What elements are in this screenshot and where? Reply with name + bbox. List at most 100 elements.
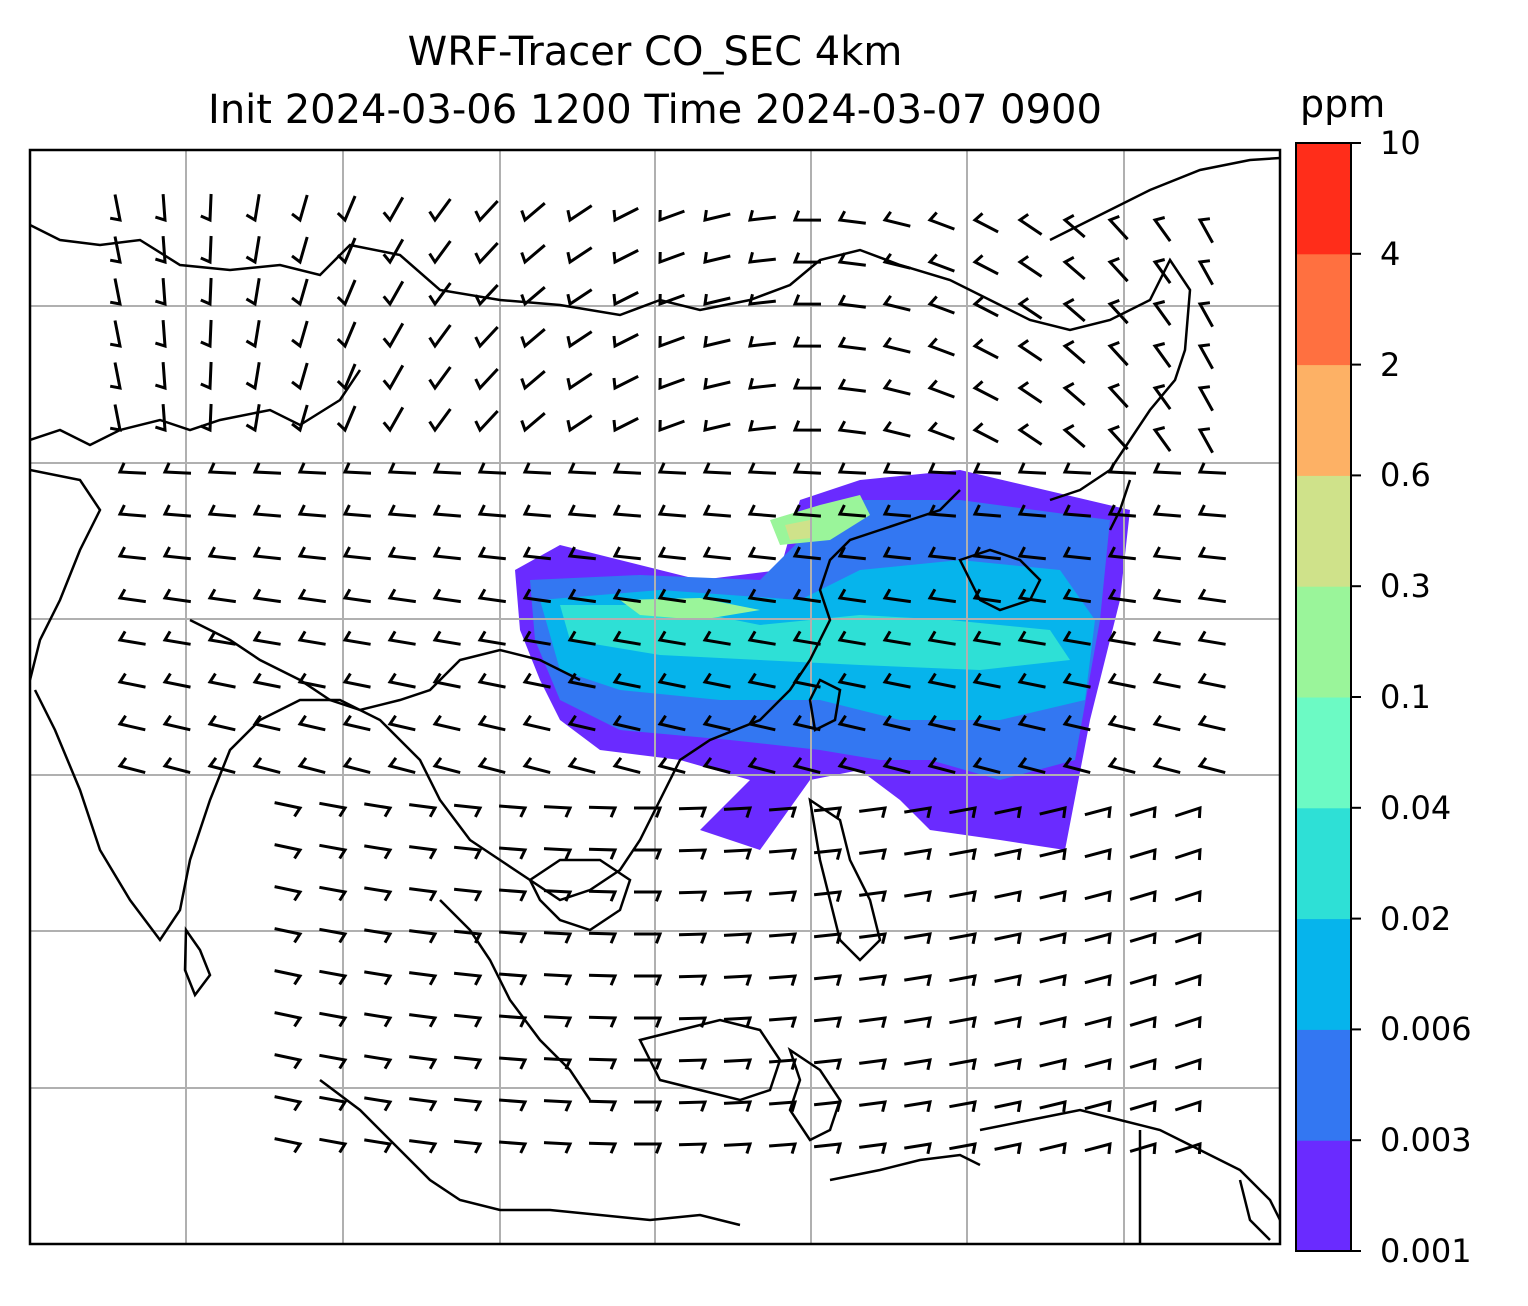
wind-barb: [252, 714, 281, 732]
wind-barb: [291, 362, 309, 391]
wind-barb: [409, 887, 438, 902]
wind-barb: [522, 588, 552, 604]
wind-barb: [927, 462, 957, 475]
wind-barb: [1152, 630, 1181, 646]
wind-barb: [1197, 462, 1227, 475]
wind-barb: [432, 714, 461, 732]
wind-barb: [162, 672, 191, 689]
wind-barb: [949, 974, 977, 987]
wind-barb: [109, 362, 122, 390]
map-title-line1: WRF-Tracer CO_SEC 4km: [407, 29, 903, 75]
wind-barb: [274, 843, 303, 860]
wind-barb: [567, 672, 596, 689]
wind-barb: [634, 932, 663, 944]
wind-barb: [723, 1016, 753, 1028]
wind-barb: [336, 321, 357, 349]
wind-barb: [882, 588, 912, 604]
wind-barb: [882, 630, 911, 646]
wind-barb: [813, 806, 843, 818]
wind-barb: [1062, 381, 1086, 407]
wind-barb: [859, 1142, 887, 1155]
wind-barb: [1107, 504, 1137, 518]
wind-barb: [949, 932, 977, 945]
wind-barb: [477, 504, 507, 518]
wind-barb: [612, 714, 641, 732]
wind-barb: [703, 419, 731, 432]
wind-barb: [498, 972, 528, 986]
wind-barb: [792, 252, 822, 264]
wind-barb: [1129, 1015, 1157, 1029]
wind-barb: [567, 504, 597, 518]
wind-barb: [1152, 342, 1172, 368]
wind-barb: [1039, 932, 1067, 945]
wind-barb: [117, 588, 147, 604]
wind-barb: [297, 757, 326, 775]
wind-barb: [723, 974, 753, 986]
wind-barb: [207, 504, 237, 518]
wind-barb: [498, 1056, 528, 1070]
wind-barb: [859, 1100, 887, 1113]
wind-barb: [747, 757, 776, 775]
wind-barb: [1129, 805, 1157, 819]
wind-barb: [588, 847, 618, 860]
colorbar-tick-label: 0.3: [1380, 567, 1431, 606]
wind-barb: [859, 848, 887, 861]
wind-barb: [792, 462, 822, 475]
wind-barb: [207, 714, 236, 732]
wind-barb: [522, 504, 552, 518]
wind-barb: [813, 1142, 843, 1154]
wind-barb: [678, 932, 708, 944]
wind-barb: [117, 462, 147, 475]
wind-barb: [520, 244, 546, 265]
wind-barb: [904, 974, 932, 987]
wind-barb: [702, 757, 731, 775]
wind-barb: [200, 193, 213, 223]
wind-barb: [837, 252, 866, 267]
colorbar-tick-label: 2: [1380, 345, 1401, 384]
wind-barb: [658, 335, 685, 349]
wind-barb: [364, 886, 393, 902]
wind-barb: [319, 843, 348, 860]
wind-barb: [747, 546, 776, 561]
wind-barb: [882, 420, 911, 438]
wind-barb: [1152, 462, 1182, 475]
wind-barb: [162, 714, 191, 732]
wind-barb: [768, 932, 798, 945]
wind-barb: [949, 1058, 977, 1071]
wind-barb: [1152, 757, 1181, 775]
wind-barb: [474, 325, 499, 349]
wind-barb: [274, 969, 303, 986]
wind-barb: [588, 1141, 618, 1154]
wind-barb: [567, 588, 597, 604]
wind-barb: [1197, 672, 1226, 689]
wind-barb: [342, 546, 371, 561]
wind-barb: [1107, 714, 1136, 732]
wind-barb: [364, 1054, 393, 1070]
wind-barb: [274, 801, 303, 818]
wind-barb: [252, 630, 281, 646]
wind-barb: [658, 293, 685, 307]
wind-barb: [432, 630, 461, 646]
wind-barb: [588, 1015, 618, 1028]
wind-barb: [432, 757, 461, 775]
wind-barb: [1084, 1099, 1112, 1113]
wind-barb: [634, 1016, 663, 1028]
wind-barb: [994, 1100, 1022, 1113]
wind-barb: [1174, 1099, 1202, 1113]
wind-barb: [792, 336, 822, 348]
colorbar-segment: [1296, 807, 1351, 920]
wind-barb: [477, 757, 506, 775]
colorbar-segment: [1296, 364, 1351, 476]
map-title-line2: Init 2024-03-06 1200 Time 2024-03-07 090…: [208, 87, 1102, 133]
wind-barb: [477, 588, 507, 604]
wind-barb: [566, 330, 593, 349]
wind-barb: [904, 806, 932, 819]
wind-barb: [904, 1142, 932, 1155]
wind-barb: [837, 462, 867, 475]
wind-barb: [588, 805, 618, 818]
wind-barb: [1017, 339, 1043, 362]
wind-barb: [319, 927, 348, 944]
wind-barb: [634, 1100, 663, 1112]
colorbar-tick-label: 0.006: [1380, 1010, 1472, 1049]
wind-barb: [297, 672, 326, 689]
